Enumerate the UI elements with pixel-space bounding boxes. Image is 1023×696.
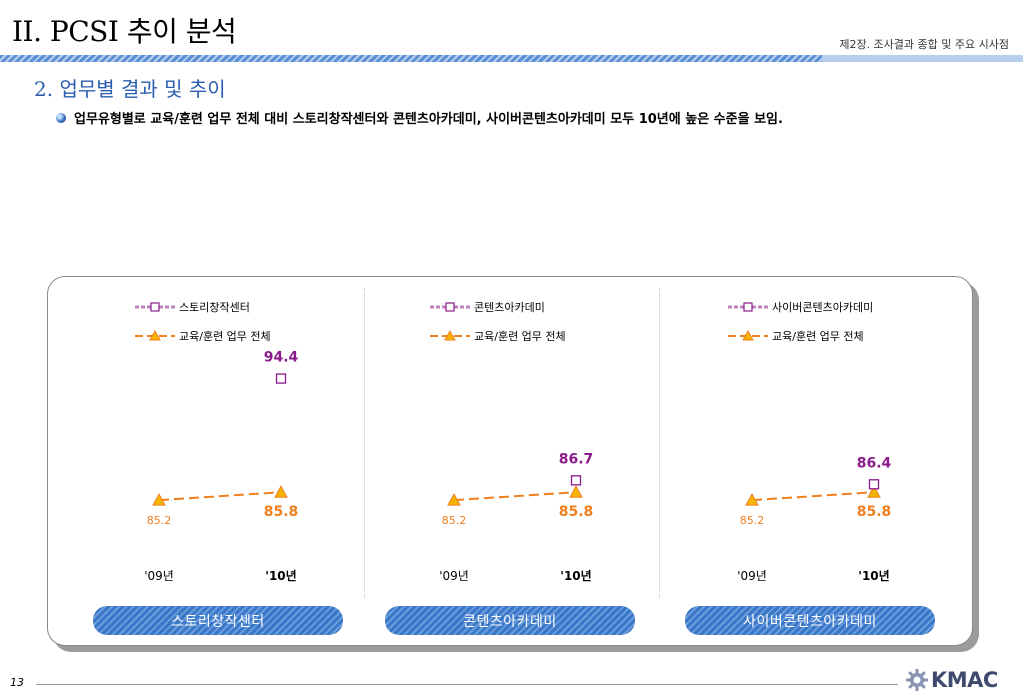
panel-divider (364, 288, 365, 598)
triangle-marker (745, 493, 759, 506)
x-tick-label: '10년 (265, 569, 296, 583)
bullet-icon (56, 112, 66, 123)
legend-square-marker (743, 302, 753, 312)
square-marker (275, 373, 287, 384)
bullet-text: 업무유형별로 교육/훈련 업무 전체 대비 스토리창작센터와 콘텐츠아카데미, … (74, 112, 783, 127)
square-marker (570, 475, 582, 486)
footer-divider (36, 684, 898, 685)
legend-triangle-marker (742, 329, 754, 341)
legend-label-total: 교육/훈련 업무 전체 (772, 330, 864, 343)
bullet-row: 업무유형별로 교육/훈련 업무 전체 대비 스토리창작센터와 콘텐츠아카데미, … (56, 108, 783, 127)
triangle-marker (447, 493, 461, 506)
data-label-unit: 86.7 (559, 451, 594, 467)
logo-text: KMAC (931, 668, 998, 692)
data-label-total: 85.2 (740, 514, 765, 527)
triangle-marker (569, 485, 583, 498)
panel-label-pill: 콘텐츠아카데미 (385, 606, 635, 635)
page-title: II. PCSI 추이 분석 (12, 15, 237, 48)
panel-label-pill: 스토리창작센터 (93, 606, 343, 635)
gear-icon (906, 669, 928, 691)
data-label-unit: 94.4 (264, 350, 299, 366)
series-line-total (158, 491, 282, 502)
triangle-marker (274, 485, 288, 498)
panel-divider (659, 288, 660, 598)
x-tick-label: '10년 (858, 569, 889, 583)
triangle-marker (152, 493, 166, 506)
legend-square-marker (445, 302, 455, 312)
chart-panel (47, 276, 973, 646)
data-label-total: 85.2 (147, 514, 172, 527)
legend-triangle-marker (444, 329, 456, 341)
x-tick-label: '09년 (737, 569, 767, 583)
data-label-unit: 86.4 (857, 455, 892, 471)
x-tick-label: '09년 (144, 569, 174, 583)
triangle-marker (867, 485, 881, 498)
legend-triangle-marker (149, 329, 161, 341)
square-marker (868, 479, 880, 490)
data-label-total: 85.2 (442, 514, 467, 527)
x-tick-label: '10년 (560, 569, 591, 583)
series-line-total (453, 491, 577, 502)
data-label-total: 85.8 (559, 504, 594, 520)
panel-label-pill: 사이버콘텐츠아카데미 (685, 606, 935, 635)
x-tick-label: '09년 (439, 569, 469, 583)
kmac-logo: KMAC (905, 668, 998, 692)
legend-label-total: 교육/훈련 업무 전체 (179, 330, 271, 343)
legend-label-unit: 스토리창작센터 (179, 301, 250, 314)
legend-label-unit: 사이버콘텐츠아카데미 (772, 301, 873, 314)
legend-label-total: 교육/훈련 업무 전체 (474, 330, 566, 343)
page-number: 13 (10, 676, 24, 689)
series-line-total (751, 491, 875, 502)
data-label-total: 85.8 (857, 504, 892, 520)
section-title: 2. 업무별 결과 및 추이 (34, 77, 226, 101)
data-label-total: 85.8 (264, 504, 299, 520)
chapter-label: 제2장. 조사결과 종합 및 주요 시사점 (839, 38, 1009, 51)
legend-label-unit: 콘텐츠아카데미 (474, 301, 545, 314)
legend-square-marker (150, 302, 160, 312)
header-stripe (0, 55, 1023, 62)
header-stripe-end (822, 55, 1023, 62)
